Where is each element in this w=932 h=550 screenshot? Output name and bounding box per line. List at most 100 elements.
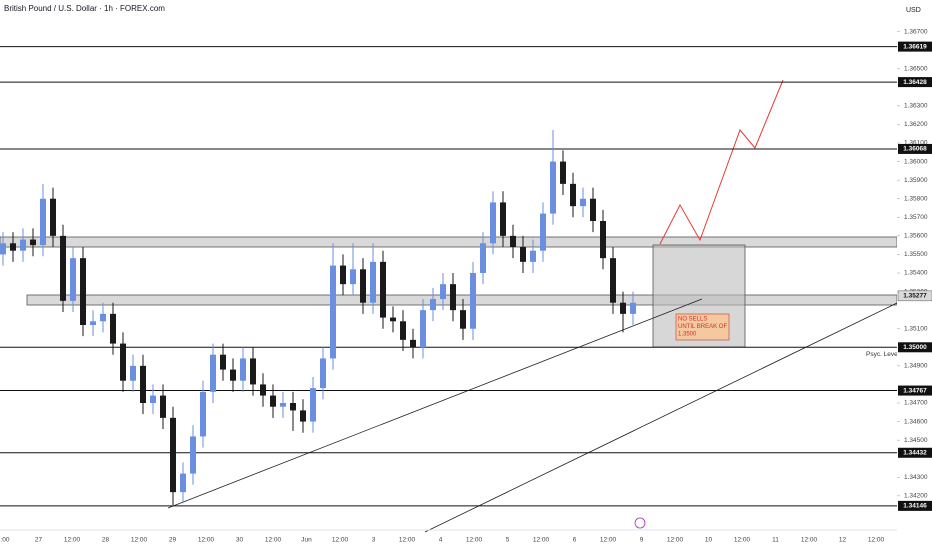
x-tick-label: 12:00 — [868, 537, 885, 544]
candle-body — [200, 391, 206, 437]
price-axis — [897, 0, 932, 530]
candle-body — [600, 221, 606, 259]
level-label: 1.34146 — [903, 503, 927, 510]
y-tick-label: 1.35100 — [904, 325, 928, 332]
candle-body — [570, 183, 576, 207]
candle-body — [170, 417, 176, 493]
candle-body — [100, 313, 106, 322]
x-tick-label: 28 — [102, 537, 110, 544]
level-label-box — [898, 447, 932, 458]
candle-body — [70, 258, 76, 301]
trendline — [424, 302, 898, 533]
candle-body — [470, 273, 476, 329]
level-label: 1.34767 — [903, 387, 927, 394]
candle-body — [400, 321, 406, 340]
level-label-box — [898, 342, 932, 353]
drawings — [167, 79, 898, 533]
candle-body — [90, 321, 96, 325]
zone-label-box — [897, 290, 932, 302]
x-tick-label: 3 — [372, 537, 376, 544]
x-tick-label: 11 — [772, 537, 779, 544]
x-tick-label: 9 — [640, 537, 644, 544]
y-tick-label: 1.34600 — [904, 418, 928, 425]
candle-body — [80, 258, 86, 325]
x-tick-label: 12:00 — [131, 537, 148, 544]
candle-body — [450, 284, 456, 311]
resistance-zone — [0, 236, 898, 248]
projection-path — [659, 79, 784, 245]
zone-label: 1.35277 — [903, 293, 927, 300]
candle-body — [360, 269, 366, 303]
candle-body — [590, 198, 596, 221]
x-tick-label: 6 — [573, 537, 577, 544]
candle-body — [130, 365, 136, 381]
candle-body — [520, 247, 526, 262]
candle-body — [280, 403, 286, 407]
annotation-text: UNTIL BREAK OF — [678, 324, 727, 330]
candle-body — [30, 239, 36, 246]
level-label: 1.36619 — [903, 43, 927, 50]
candle-body — [240, 358, 246, 381]
candle-body — [580, 198, 586, 207]
x-tick-label: 12:00 — [198, 537, 215, 544]
candle-body — [560, 161, 566, 184]
y-tick-label: 1.34200 — [904, 493, 928, 500]
x-tick-label: 12:00 — [734, 537, 751, 544]
candle-body — [340, 265, 346, 285]
x-tick-label: Jun — [301, 537, 312, 544]
candle-body — [440, 284, 446, 299]
level-note: Psyc. Level — [866, 351, 900, 358]
level-label: 1.35000 — [903, 344, 927, 351]
x-tick-label: 12:00 — [64, 537, 81, 544]
y-tick-label: 1.36700 — [904, 28, 928, 35]
candle-body — [120, 343, 126, 381]
x-tick-label: 12:00 — [399, 537, 416, 544]
candle-body — [370, 261, 376, 303]
candle-body — [50, 198, 56, 236]
candle-body — [150, 395, 156, 403]
candle-body — [180, 473, 186, 493]
chart-title: British Pound / U.S. Dollar · 1h · FOREX… — [4, 4, 165, 13]
level-label-box — [898, 143, 932, 154]
candle-body — [320, 358, 326, 389]
candle-body — [20, 239, 26, 251]
candle-body — [0, 243, 6, 255]
candle-body — [630, 302, 636, 314]
level-label-box — [898, 385, 932, 396]
candle-body — [270, 395, 276, 407]
candle-body — [530, 250, 536, 262]
candle-body — [60, 235, 66, 301]
y-tick-label: 1.35800 — [904, 195, 928, 202]
candle-body — [390, 317, 396, 322]
candle-body — [140, 365, 146, 403]
support-zone — [26, 294, 898, 306]
y-tick-label: 1.34900 — [904, 363, 928, 370]
y-tick-label: 1.35400 — [904, 270, 928, 277]
x-tick-label: 12:00 — [600, 537, 617, 544]
candles — [0, 130, 636, 506]
y-tick-label: 1.36100 — [904, 140, 928, 147]
candle-body — [330, 265, 336, 359]
candle-body — [550, 161, 556, 214]
candle-body — [480, 243, 486, 273]
y-tick-label: 1.34700 — [904, 400, 928, 407]
x-tick-label: 12 — [839, 537, 847, 544]
x-tick-label: 5 — [506, 537, 510, 544]
x-tick-label: 12:00 — [667, 537, 684, 544]
candle-body — [420, 310, 426, 348]
level-label: 1.36068 — [903, 146, 927, 153]
candle-body — [290, 403, 296, 411]
annotation-text: NO SELLS — [678, 317, 707, 323]
candle-body — [160, 395, 166, 418]
x-tick-label: 4 — [439, 537, 443, 544]
level-label-box — [898, 77, 932, 88]
event-icon[interactable] — [634, 517, 646, 529]
x-tick-label: 12:00 — [466, 537, 483, 544]
x-tick-label: 30 — [236, 537, 244, 544]
x-tick-label: 29 — [169, 537, 177, 544]
x-tick-label: 12:00 — [332, 537, 349, 544]
currency: USD — [906, 7, 921, 14]
candle-body — [190, 436, 196, 474]
x-tick-label: 10 — [705, 537, 713, 544]
